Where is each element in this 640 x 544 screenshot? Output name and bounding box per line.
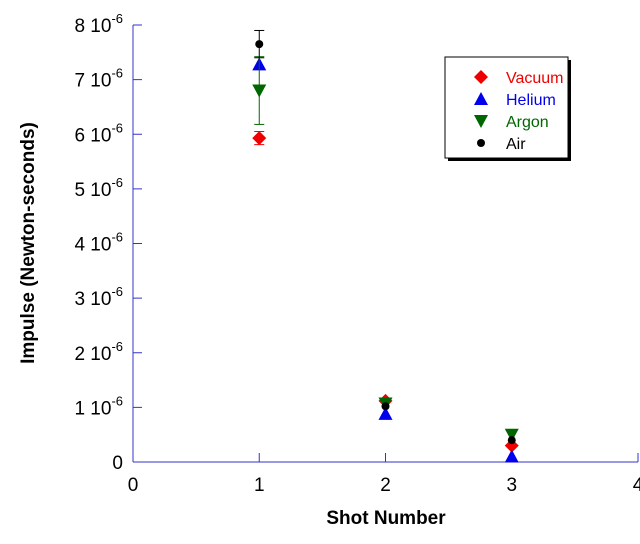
legend-marker-helium [474,92,488,105]
y-tick-exponent: -6 [111,339,123,354]
legend: Vacuum Helium Argon Air [444,56,571,161]
legend-label-air: Air [506,136,526,153]
y-tick-exponent: -6 [111,393,123,408]
y-tick-label: 1 10-6 [74,393,123,419]
y-tick-exponent: -6 [111,284,123,299]
y-tick-label: 5 10-6 [74,175,123,201]
y-tick-label: 0 [112,453,123,474]
y-axis-title: Impulse (Newton-seconds) [18,122,39,364]
y-tick-mantissa: 0 [112,453,123,474]
point-vacuum [504,438,519,453]
point-helium [378,406,393,420]
point-vacuum [252,131,267,146]
y-tick-mantissa: 2 10 [74,344,111,365]
y-tick-exponent: -6 [111,230,123,245]
legend-marker-argon [474,115,488,128]
x-tick-label: 1 [254,475,265,496]
legend-label-helium: Helium [506,92,556,109]
y-tick-exponent: -6 [111,11,123,26]
y-tick-label: 8 10-6 [74,11,123,37]
y-tick-mantissa: 3 10 [74,289,111,310]
y-tick-mantissa: 6 10 [74,125,111,146]
point-argon [252,84,267,98]
x-tick-label: 3 [506,475,517,496]
legend-marker-air [477,139,485,147]
y-tick-mantissa: 4 10 [74,235,111,256]
y-tick-mantissa: 5 10 [74,180,111,201]
point-helium [504,449,519,463]
y-tick-label: 3 10-6 [74,284,123,310]
data-marks [252,29,519,463]
x-tick-label: 4 [633,475,640,496]
y-tick-label: 2 10-6 [74,339,123,365]
legend-marker-vacuum [474,70,488,84]
legend-label-vacuum: Vacuum [506,70,564,87]
point-air [507,436,516,445]
y-tick-label: 4 10-6 [74,230,123,256]
point-argon [504,428,519,442]
x-tick-label: 2 [380,475,391,496]
legend-box [444,56,569,159]
axes [132,24,639,463]
legend-label-argon: Argon [506,114,549,131]
point-air [255,40,264,49]
y-tick-mantissa: 1 10 [74,398,111,419]
x-tick-label: 0 [128,475,139,496]
y-tick-label: 7 10-6 [74,66,123,92]
x-axis-title: Shot Number [326,508,446,529]
y-tick-exponent: -6 [111,120,123,135]
y-tick-label: 6 10-6 [74,120,123,146]
tick-labels: 01 10-62 10-63 10-64 10-65 10-66 10-67 1… [74,11,640,496]
point-air [381,402,390,411]
y-tick-mantissa: 8 10 [74,16,111,37]
y-tick-exponent: -6 [111,175,123,190]
y-tick-mantissa: 7 10 [74,71,111,92]
y-tick-exponent: -6 [111,66,123,81]
